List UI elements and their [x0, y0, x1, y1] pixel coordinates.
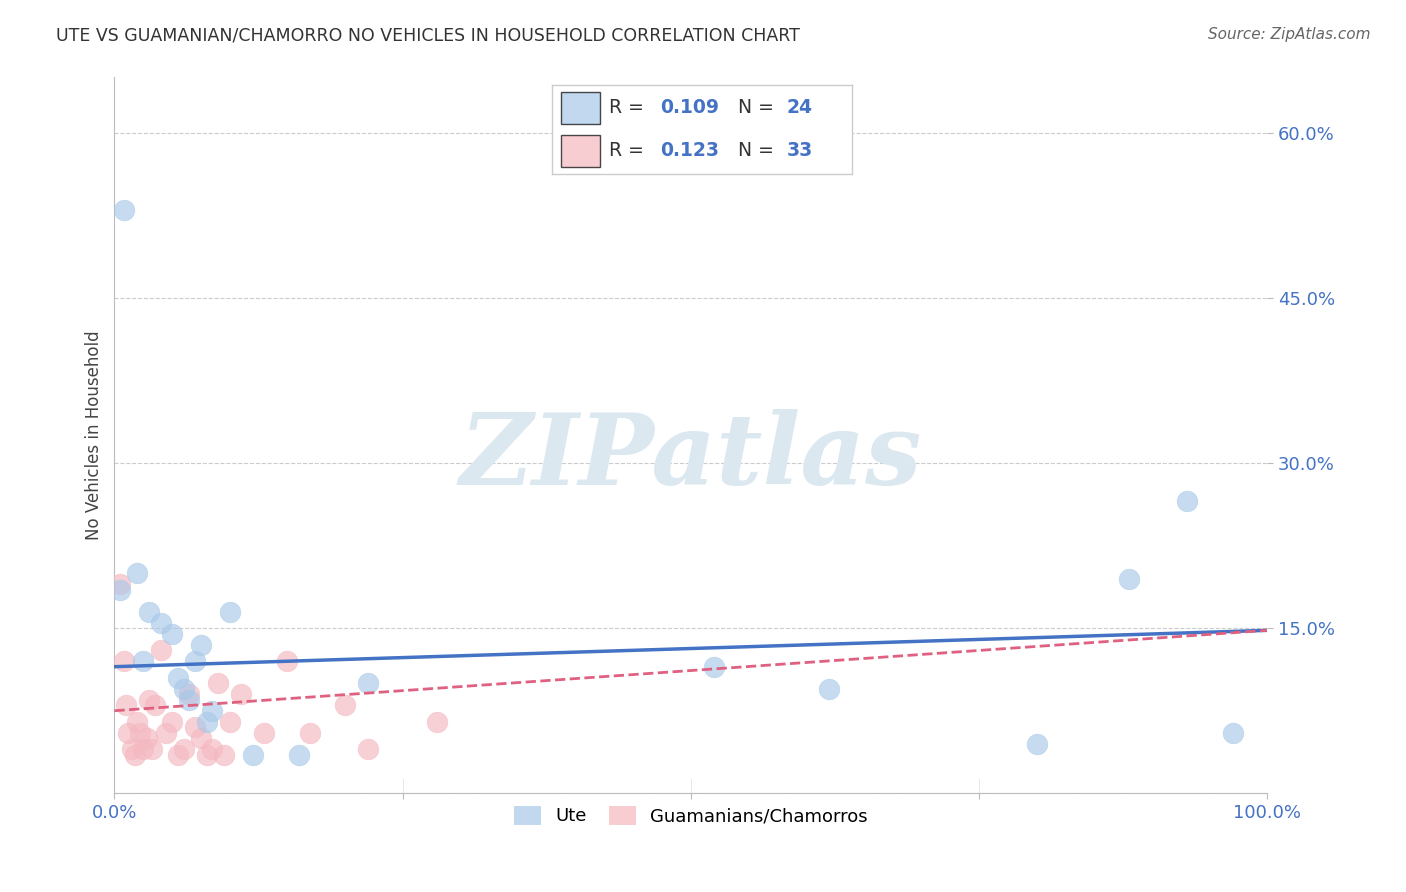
Point — [212, 747, 235, 762]
Point — [288, 747, 311, 762]
Legend: Ute, Guamanians/Chamorros: Ute, Guamanians/Chamorros — [505, 797, 877, 834]
Point — [218, 605, 240, 619]
Point — [333, 698, 356, 713]
Point — [124, 747, 146, 762]
Point — [242, 747, 264, 762]
Point — [143, 698, 166, 713]
Point — [108, 577, 131, 591]
Point — [155, 725, 177, 739]
Point — [108, 582, 131, 597]
Point — [149, 615, 172, 630]
Point — [179, 687, 201, 701]
Point — [184, 654, 207, 668]
Point — [190, 731, 212, 746]
Point — [207, 676, 229, 690]
Point — [135, 731, 157, 746]
Point — [195, 747, 218, 762]
Point — [166, 747, 188, 762]
Point — [231, 687, 253, 701]
Point — [299, 725, 322, 739]
Point — [132, 742, 155, 756]
Point — [112, 654, 135, 668]
Point — [179, 692, 201, 706]
Point — [818, 681, 841, 696]
Point — [173, 742, 195, 756]
Point — [195, 714, 218, 729]
Y-axis label: No Vehicles in Household: No Vehicles in Household — [86, 331, 103, 541]
Point — [1025, 737, 1047, 751]
Point — [132, 654, 155, 668]
Point — [201, 704, 224, 718]
Point — [166, 671, 188, 685]
Point — [128, 725, 150, 739]
Point — [190, 638, 212, 652]
Point — [112, 202, 135, 217]
Point — [201, 742, 224, 756]
Point — [173, 681, 195, 696]
Point — [218, 714, 240, 729]
Point — [426, 714, 449, 729]
Point — [127, 714, 149, 729]
Point — [160, 714, 183, 729]
Point — [141, 742, 163, 756]
Point — [115, 698, 138, 713]
Point — [117, 725, 139, 739]
Text: Source: ZipAtlas.com: Source: ZipAtlas.com — [1208, 27, 1371, 42]
Point — [276, 654, 298, 668]
Point — [357, 676, 380, 690]
Point — [121, 742, 143, 756]
Point — [1222, 725, 1244, 739]
Point — [138, 605, 160, 619]
Point — [127, 566, 149, 580]
Point — [703, 659, 725, 673]
Text: UTE VS GUAMANIAN/CHAMORRO NO VEHICLES IN HOUSEHOLD CORRELATION CHART: UTE VS GUAMANIAN/CHAMORRO NO VEHICLES IN… — [56, 27, 800, 45]
Point — [138, 692, 160, 706]
Point — [357, 742, 380, 756]
Point — [149, 643, 172, 657]
Point — [253, 725, 276, 739]
Point — [1175, 494, 1198, 508]
Point — [184, 720, 207, 734]
Point — [1118, 572, 1140, 586]
Text: ZIPatlas: ZIPatlas — [460, 409, 922, 505]
Point — [160, 626, 183, 640]
